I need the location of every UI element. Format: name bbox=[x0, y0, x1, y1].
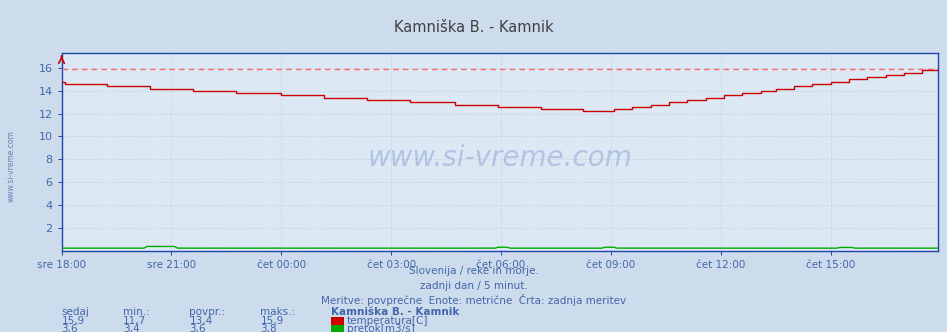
Text: zadnji dan / 5 minut.: zadnji dan / 5 minut. bbox=[420, 281, 527, 291]
Text: 13,4: 13,4 bbox=[189, 316, 213, 326]
Text: povpr.:: povpr.: bbox=[189, 307, 225, 317]
Text: Meritve: povprečne  Enote: metrične  Črta: zadnja meritev: Meritve: povprečne Enote: metrične Črta:… bbox=[321, 294, 626, 306]
Text: www.si-vreme.com: www.si-vreme.com bbox=[367, 144, 632, 172]
Text: 3,8: 3,8 bbox=[260, 324, 277, 332]
Text: temperatura[C]: temperatura[C] bbox=[347, 316, 428, 326]
Text: 3,4: 3,4 bbox=[123, 324, 140, 332]
Text: Kamniška B. - Kamnik: Kamniška B. - Kamnik bbox=[331, 307, 460, 317]
Text: Slovenija / reke in morje.: Slovenija / reke in morje. bbox=[408, 266, 539, 276]
Text: Kamniška B. - Kamnik: Kamniška B. - Kamnik bbox=[394, 20, 553, 35]
Text: maks.:: maks.: bbox=[260, 307, 295, 317]
Text: 3,6: 3,6 bbox=[189, 324, 206, 332]
Text: 15,9: 15,9 bbox=[62, 316, 85, 326]
Text: 11,7: 11,7 bbox=[123, 316, 147, 326]
Text: 15,9: 15,9 bbox=[260, 316, 284, 326]
Text: www.si-vreme.com: www.si-vreme.com bbox=[7, 130, 16, 202]
Text: 3,6: 3,6 bbox=[62, 324, 79, 332]
Text: min.:: min.: bbox=[123, 307, 150, 317]
Text: pretok[m3/s]: pretok[m3/s] bbox=[347, 324, 415, 332]
Text: sedaj: sedaj bbox=[62, 307, 89, 317]
